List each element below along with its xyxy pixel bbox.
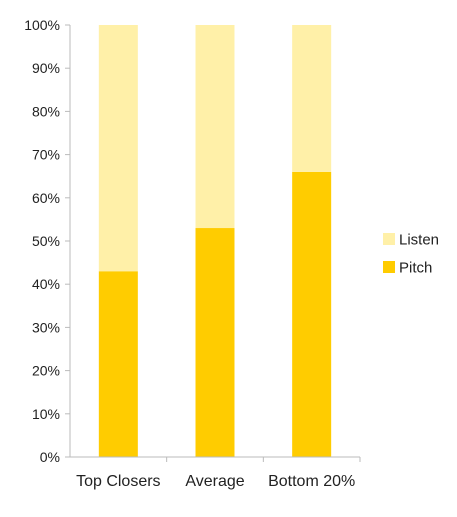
x-tick-label: Average: [185, 473, 244, 490]
x-tick-label: Bottom 20%: [268, 473, 355, 490]
y-tick-label: 70%: [32, 147, 60, 163]
y-tick-label: 80%: [32, 103, 60, 119]
y-tick-label: 90%: [32, 60, 60, 76]
axes: [65, 25, 361, 462]
legend: Listen Pitch: [383, 232, 439, 277]
y-tick-label: 50%: [32, 233, 60, 249]
bar-listen-1: [195, 25, 235, 229]
x-tick-label: Top Closers: [76, 473, 160, 490]
bar-listen-0: [98, 25, 138, 272]
bar-pitch-1: [195, 228, 235, 457]
legend-label-pitch: Pitch: [399, 260, 432, 277]
x-axis-labels: Top Closers Average Bottom 20%: [76, 473, 355, 490]
legend-swatch-listen: [383, 233, 395, 245]
y-tick-label: 10%: [32, 406, 60, 422]
bars: [98, 25, 332, 457]
bar-pitch-0: [98, 271, 138, 457]
legend-swatch-pitch: [383, 261, 395, 273]
y-tick-label: 40%: [32, 276, 60, 292]
legend-label-listen: Listen: [399, 232, 439, 249]
y-axis-ticks: 0% 10% 20% 30% 40% 50% 60% 70% 80% 90% 100%: [24, 17, 70, 465]
y-tick-label: 60%: [32, 190, 60, 206]
bar-listen-2: [292, 25, 332, 172]
y-tick-label: 0%: [40, 449, 60, 465]
y-tick-label: 100%: [24, 17, 60, 33]
bar-pitch-2: [292, 171, 332, 457]
y-tick-label: 30%: [32, 319, 60, 335]
y-tick-label: 20%: [32, 363, 60, 379]
